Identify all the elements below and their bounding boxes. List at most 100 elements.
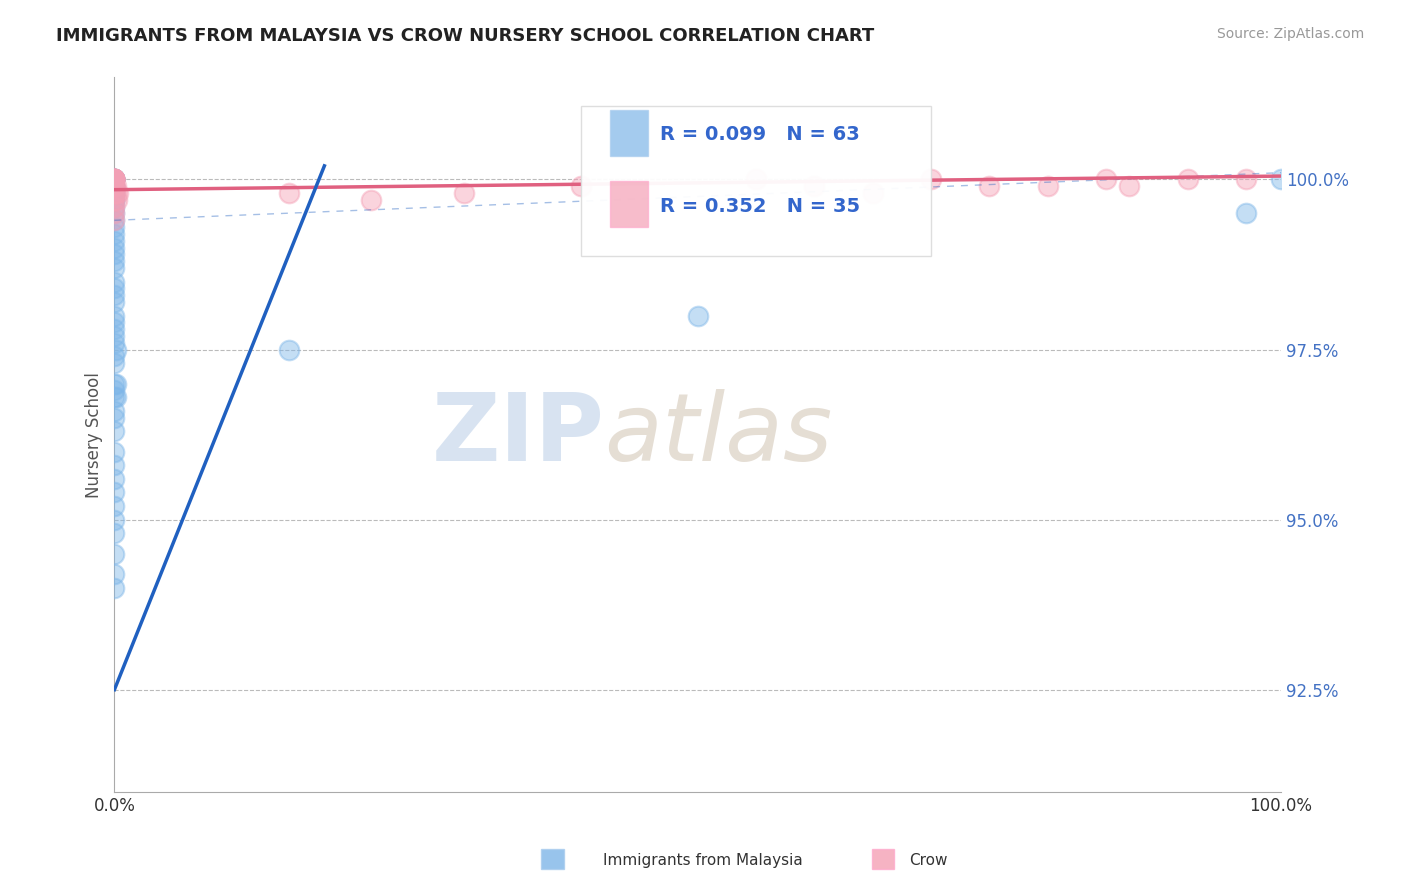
Point	[103, 172, 125, 186]
Point	[103, 234, 125, 248]
Point	[103, 260, 125, 275]
Point	[103, 186, 125, 200]
Point	[1095, 172, 1118, 186]
Point	[686, 309, 709, 323]
Point	[103, 200, 125, 214]
Point	[103, 172, 125, 186]
Point	[103, 281, 125, 295]
Point	[103, 179, 125, 194]
Point	[103, 322, 125, 336]
Point	[103, 172, 125, 186]
Point	[103, 376, 125, 391]
Bar	[872, 849, 894, 869]
Point	[103, 172, 125, 186]
Point	[103, 254, 125, 268]
Point	[103, 390, 125, 404]
Point	[103, 458, 125, 473]
Point	[103, 206, 125, 220]
Point	[920, 172, 942, 186]
Text: IMMIGRANTS FROM MALAYSIA VS CROW NURSERY SCHOOL CORRELATION CHART: IMMIGRANTS FROM MALAYSIA VS CROW NURSERY…	[56, 27, 875, 45]
Point	[278, 186, 301, 200]
Point	[103, 288, 125, 302]
Point	[103, 424, 125, 438]
Point	[103, 172, 125, 186]
Point	[103, 513, 125, 527]
Point	[103, 172, 125, 186]
Point	[103, 172, 125, 186]
Point	[103, 315, 125, 329]
Point	[103, 309, 125, 323]
Point	[103, 193, 125, 207]
Point	[745, 172, 768, 186]
Point	[103, 172, 125, 186]
Point	[103, 335, 125, 350]
Point	[103, 172, 125, 186]
Point	[104, 390, 127, 404]
Point	[103, 179, 125, 194]
Point	[103, 444, 125, 458]
Point	[103, 179, 125, 194]
Point	[103, 526, 125, 541]
Point	[103, 172, 125, 186]
Text: R = 0.352   N = 35: R = 0.352 N = 35	[661, 197, 860, 216]
Point	[103, 384, 125, 398]
Point	[103, 403, 125, 417]
Point	[862, 186, 884, 200]
Point	[1234, 206, 1257, 220]
Bar	[610, 181, 648, 227]
Point	[1177, 172, 1199, 186]
Point	[103, 172, 125, 186]
Point	[103, 172, 125, 186]
Point	[103, 485, 125, 500]
Point	[979, 179, 1001, 194]
Point	[453, 186, 475, 200]
Point	[103, 547, 125, 561]
Point	[103, 179, 125, 194]
Point	[105, 193, 128, 207]
Y-axis label: Nursery School: Nursery School	[86, 372, 103, 498]
Point	[103, 200, 125, 214]
Point	[103, 227, 125, 241]
Point	[103, 172, 125, 186]
Point	[103, 410, 125, 425]
Point	[103, 172, 125, 186]
Point	[1118, 179, 1140, 194]
Text: Immigrants from Malaysia: Immigrants from Malaysia	[603, 854, 803, 868]
Text: Source: ZipAtlas.com: Source: ZipAtlas.com	[1216, 27, 1364, 41]
Point	[103, 499, 125, 513]
Point	[103, 193, 125, 207]
Point	[103, 206, 125, 220]
Point	[103, 172, 125, 186]
Text: R = 0.099   N = 63: R = 0.099 N = 63	[661, 125, 860, 145]
Point	[103, 240, 125, 254]
Point	[103, 172, 125, 186]
Point	[103, 172, 125, 186]
Point	[103, 349, 125, 363]
Point	[803, 179, 825, 194]
Point	[103, 247, 125, 261]
Point	[107, 186, 129, 200]
Text: ZIP: ZIP	[432, 389, 605, 481]
Point	[278, 343, 301, 357]
Point	[103, 329, 125, 343]
Point	[103, 356, 125, 370]
Point	[104, 343, 127, 357]
Point	[103, 213, 125, 227]
Point	[103, 193, 125, 207]
FancyBboxPatch shape	[581, 106, 931, 256]
Point	[104, 376, 127, 391]
Point	[103, 186, 125, 200]
Point	[1234, 172, 1257, 186]
Point	[103, 220, 125, 235]
Point	[103, 186, 125, 200]
Point	[360, 193, 382, 207]
Point	[103, 172, 125, 186]
Point	[569, 179, 592, 194]
Point	[104, 186, 127, 200]
Point	[103, 179, 125, 194]
Point	[1036, 179, 1059, 194]
Point	[103, 581, 125, 595]
Point	[103, 275, 125, 289]
Point	[103, 213, 125, 227]
Point	[1270, 172, 1292, 186]
